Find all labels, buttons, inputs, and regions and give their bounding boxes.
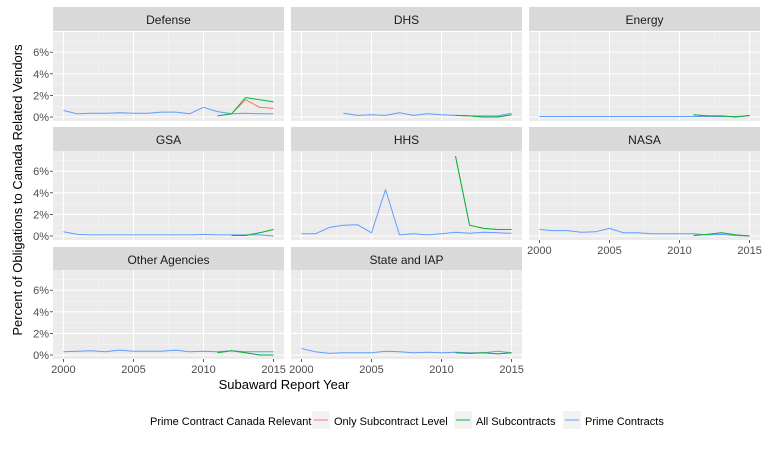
panel-hhs: HHS — [291, 127, 522, 240]
series-line-prime-contracts — [539, 115, 750, 117]
series-line-prime-contracts — [301, 189, 512, 236]
legend: Prime Contract Canada Relevant Only Subc… — [150, 411, 664, 429]
series-line-prime-contracts — [63, 231, 274, 237]
y-tick-label: 4% — [33, 307, 49, 319]
series-line-all-subcontracts — [217, 97, 274, 117]
panel-state-and-iap: State and IAP 2000 2005 2010 2015 — [289, 247, 524, 376]
x-tick-label: 2010 — [429, 364, 453, 376]
strip-label-nasa: NASA — [628, 133, 661, 147]
y-tick-label: 2% — [33, 328, 49, 340]
y-tick-label: 6% — [33, 166, 49, 178]
strip-label-gsa: GSA — [156, 133, 181, 147]
series-line-all-subcontracts — [455, 156, 512, 230]
series-line-prime-contracts — [63, 106, 274, 115]
panel-energy: Energy — [529, 7, 760, 121]
x-axis-title: Subaward Report Year — [219, 377, 350, 392]
x-tick-label: 2005 — [597, 245, 621, 257]
x-tick-label: 2015 — [261, 364, 285, 376]
strip-label-dhs: DHS — [394, 13, 419, 27]
series-line-all-subcontracts — [217, 350, 274, 356]
panel-nasa: NASA 2000 2005 2010 2015 — [527, 127, 762, 257]
strip-background — [53, 127, 284, 151]
y-tick-label: 4% — [33, 188, 49, 200]
strip-background — [53, 7, 284, 31]
strip-background — [529, 7, 760, 31]
x-tick-label: 2000 — [527, 245, 551, 257]
y-tick-label: 6% — [33, 285, 49, 297]
strip-background — [291, 247, 522, 271]
strip-label-energy: Energy — [625, 13, 663, 27]
chart-panels: Defense 0% 2% 4% 6% DHS Energy GSA 0% 2% 4% 6% HHS NA… — [33, 7, 762, 376]
legend-label: Only Subcontract Level — [334, 416, 448, 428]
strip-background — [53, 247, 284, 271]
strip-label-other-agencies: Other Agencies — [127, 253, 209, 267]
legend-label: Prime Contracts — [585, 416, 664, 428]
series-line-all-subcontracts — [231, 229, 274, 236]
x-tick-label: 2010 — [191, 364, 215, 376]
series-line-prime-contracts — [343, 112, 512, 117]
series-line-all-subcontracts — [693, 232, 750, 237]
legend-label: All Subcontracts — [476, 416, 556, 428]
y-tick-label: 0% — [33, 350, 49, 362]
y-axis-title: Percent of Obligations to Canada Related… — [10, 44, 25, 336]
x-tick-label: 2005 — [359, 364, 383, 376]
strip-background — [291, 7, 522, 31]
series-line-all-subcontracts — [455, 114, 512, 118]
x-tick-label: 2000 — [289, 364, 313, 376]
strip-background — [529, 127, 760, 151]
legend-item-prime-contracts: Prime Contracts — [563, 411, 664, 429]
series-line-prime-contracts — [539, 227, 750, 237]
y-tick-label: 0% — [33, 231, 49, 243]
strip-label-state-and-iap: State and IAP — [369, 253, 443, 267]
x-tick-label: 2015 — [499, 364, 523, 376]
strip-label-defense: Defense — [146, 13, 191, 27]
strip-label-hhs: HHS — [394, 133, 419, 147]
strip-background — [291, 127, 522, 151]
legend-item-only-subcontract-level: Only Subcontract Level — [312, 411, 448, 429]
legend-item-all-subcontracts: All Subcontracts — [454, 411, 556, 429]
x-tick-label: 2000 — [51, 364, 75, 376]
y-tick-label: 0% — [33, 112, 49, 124]
legend-title: Prime Contract Canada Relevant — [150, 416, 311, 428]
x-tick-label: 2005 — [121, 364, 145, 376]
series-line-all-subcontracts — [693, 114, 750, 118]
series-line-all-subcontracts — [455, 352, 512, 355]
panel-dhs: DHS — [291, 7, 522, 121]
panel-gsa: GSA 0% 2% 4% 6% — [33, 127, 284, 243]
panel-other-agencies: Other Agencies 0% 2% 4% 6% 2000 2005 2010 2015 — [33, 247, 286, 376]
y-tick-label: 2% — [33, 209, 49, 221]
y-tick-label: 6% — [33, 47, 49, 59]
y-tick-label: 2% — [33, 90, 49, 102]
x-tick-label: 2015 — [737, 245, 761, 257]
y-tick-label: 4% — [33, 69, 49, 81]
panel-defense: Defense 0% 2% 4% 6% — [33, 7, 284, 124]
x-tick-label: 2010 — [667, 245, 691, 257]
